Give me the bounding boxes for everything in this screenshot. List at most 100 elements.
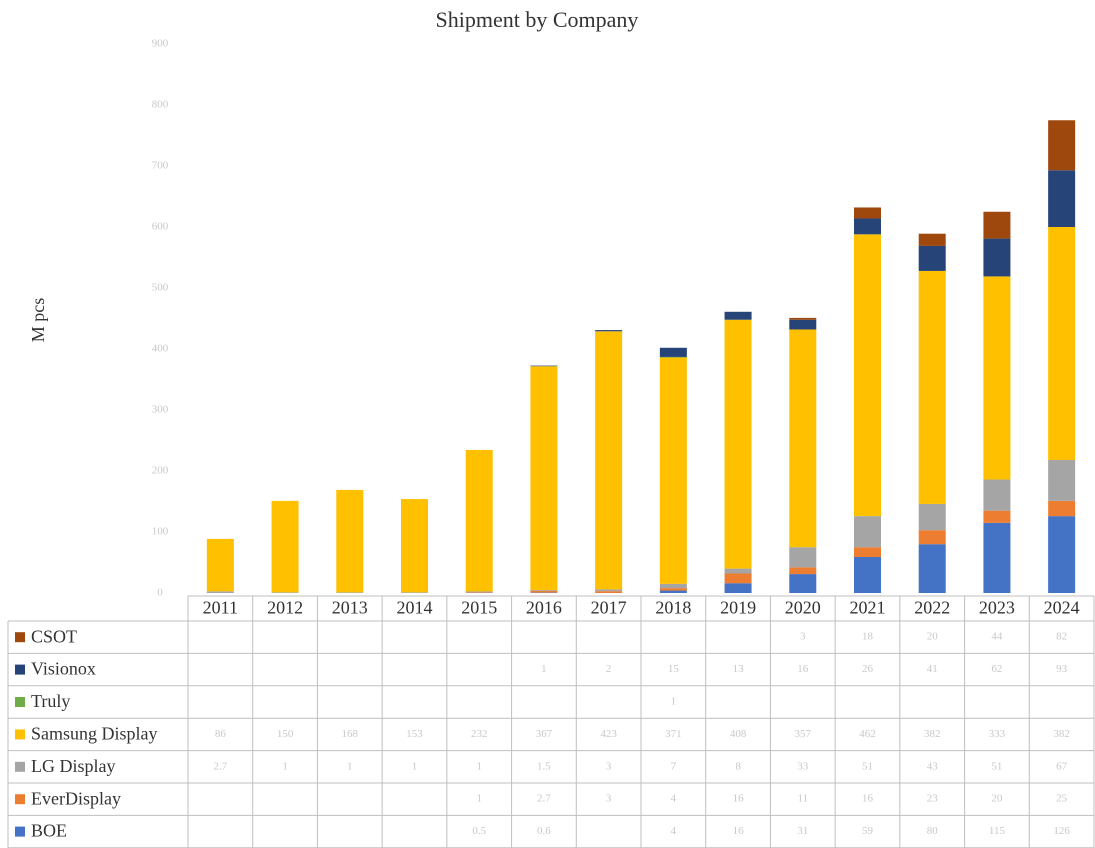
- bar-segment: [206, 538, 234, 592]
- legend-swatch: [15, 664, 25, 675]
- table-cell: 26: [862, 663, 874, 675]
- x-tick-label: 2016: [526, 598, 562, 618]
- bar-segment: [724, 319, 752, 569]
- bar-segment: [530, 366, 558, 591]
- table-cell: 3: [606, 760, 612, 772]
- x-tick-label: 2019: [720, 598, 756, 618]
- table-cell: 1: [671, 696, 677, 708]
- table-cell: 33: [797, 760, 809, 772]
- table-cell: 82: [1056, 631, 1067, 643]
- bar-segment: [336, 592, 364, 593]
- bar-segment: [1048, 460, 1076, 501]
- table-cell: 1: [282, 760, 288, 772]
- bar-segment: [983, 238, 1011, 277]
- bar-segment: [918, 245, 946, 271]
- table-cell: 43: [927, 760, 939, 772]
- x-tick-label: 2013: [332, 598, 368, 618]
- table-cell: 16: [797, 663, 809, 675]
- table-cell: 382: [1053, 728, 1070, 740]
- y-axis-label: M pcs: [28, 298, 48, 343]
- bar-segment: [983, 522, 1011, 593]
- table-cell: 86: [215, 728, 227, 740]
- table-cell: 382: [924, 728, 941, 740]
- bar-segment: [1048, 170, 1076, 227]
- table-cell: 51: [991, 760, 1002, 772]
- table-cell: 1: [476, 760, 482, 772]
- bar-segment: [465, 591, 493, 593]
- table-cell: 62: [991, 663, 1002, 675]
- y-tick-label: 800: [152, 99, 169, 111]
- legend-swatch: [15, 794, 25, 805]
- table-cell: 357: [795, 728, 812, 740]
- table-cell: 3: [800, 631, 806, 643]
- bar-segment: [659, 583, 687, 589]
- x-tick-label: 2024: [1044, 598, 1080, 618]
- table-cell: 25: [1056, 793, 1068, 805]
- table-cell: 150: [277, 728, 294, 740]
- bar-segment: [595, 589, 623, 592]
- table-cell: 1: [412, 760, 418, 772]
- legend-label: LG Display: [31, 756, 116, 776]
- bar-segment: [918, 503, 946, 531]
- table-cell: 16: [733, 825, 745, 837]
- bar-segment: [1048, 516, 1076, 593]
- bar-segment: [595, 331, 623, 590]
- chart-title: Shipment by Company: [436, 7, 639, 32]
- bar-segment: [854, 218, 881, 235]
- bar-segment: [724, 573, 752, 584]
- x-tick-label: 2021: [850, 598, 886, 618]
- legend-swatch: [15, 826, 25, 837]
- bar-segment: [918, 270, 946, 504]
- legend-label: CSOT: [31, 626, 77, 646]
- x-tick-label: 2022: [914, 598, 950, 618]
- bar-segment: [401, 499, 428, 593]
- y-tick-label: 300: [152, 404, 169, 416]
- table-cell: 44: [991, 631, 1003, 643]
- table-cell: 232: [471, 728, 488, 740]
- bar-segment: [918, 233, 946, 246]
- bar-segment: [271, 592, 299, 593]
- bar-segment: [595, 591, 623, 593]
- table-cell: 1: [541, 663, 547, 675]
- legend-swatch: [15, 761, 25, 772]
- x-tick-label: 2014: [397, 598, 433, 618]
- x-tick-label: 2020: [785, 598, 821, 618]
- table-cell: 18: [862, 631, 874, 643]
- table-cell: 371: [665, 728, 682, 740]
- table-cell: 408: [730, 728, 747, 740]
- table-cell: 1: [347, 760, 353, 772]
- table-cell: 126: [1053, 825, 1070, 837]
- x-tick-label: 2018: [655, 598, 691, 618]
- bar-segment: [983, 479, 1011, 511]
- bar-segment: [1048, 227, 1076, 461]
- bar-segment: [789, 319, 817, 330]
- bar-segment: [659, 590, 687, 593]
- table-cell: 115: [989, 825, 1006, 837]
- table-cell: 168: [342, 728, 359, 740]
- bar-segment: [854, 547, 881, 558]
- bar-segment: [659, 356, 687, 358]
- table-cell: 51: [862, 760, 873, 772]
- y-tick-label: 600: [152, 221, 169, 233]
- table-cell: 3: [606, 793, 612, 805]
- bar-segment: [206, 591, 234, 593]
- bar-segment: [659, 357, 687, 584]
- table-cell: 423: [600, 728, 617, 740]
- y-tick-label: 700: [152, 160, 169, 172]
- table-cell: 11: [797, 793, 808, 805]
- bar-segment: [854, 234, 881, 517]
- bar-segment: [789, 329, 817, 548]
- table-cell: 4: [671, 825, 677, 837]
- bar-segment: [789, 567, 817, 575]
- legend-label: Samsung Display: [31, 724, 158, 744]
- bar-segment: [983, 510, 1011, 523]
- bar-segment: [724, 311, 752, 320]
- legend-swatch: [15, 729, 25, 740]
- bar-segment: [401, 592, 428, 593]
- x-tick-label: 2015: [461, 598, 497, 618]
- table-cell: 0.6: [537, 825, 551, 837]
- table-cell: 23: [927, 793, 939, 805]
- bar-segment: [530, 590, 558, 591]
- table-cell: 67: [1056, 760, 1068, 772]
- bar-segment: [659, 347, 687, 357]
